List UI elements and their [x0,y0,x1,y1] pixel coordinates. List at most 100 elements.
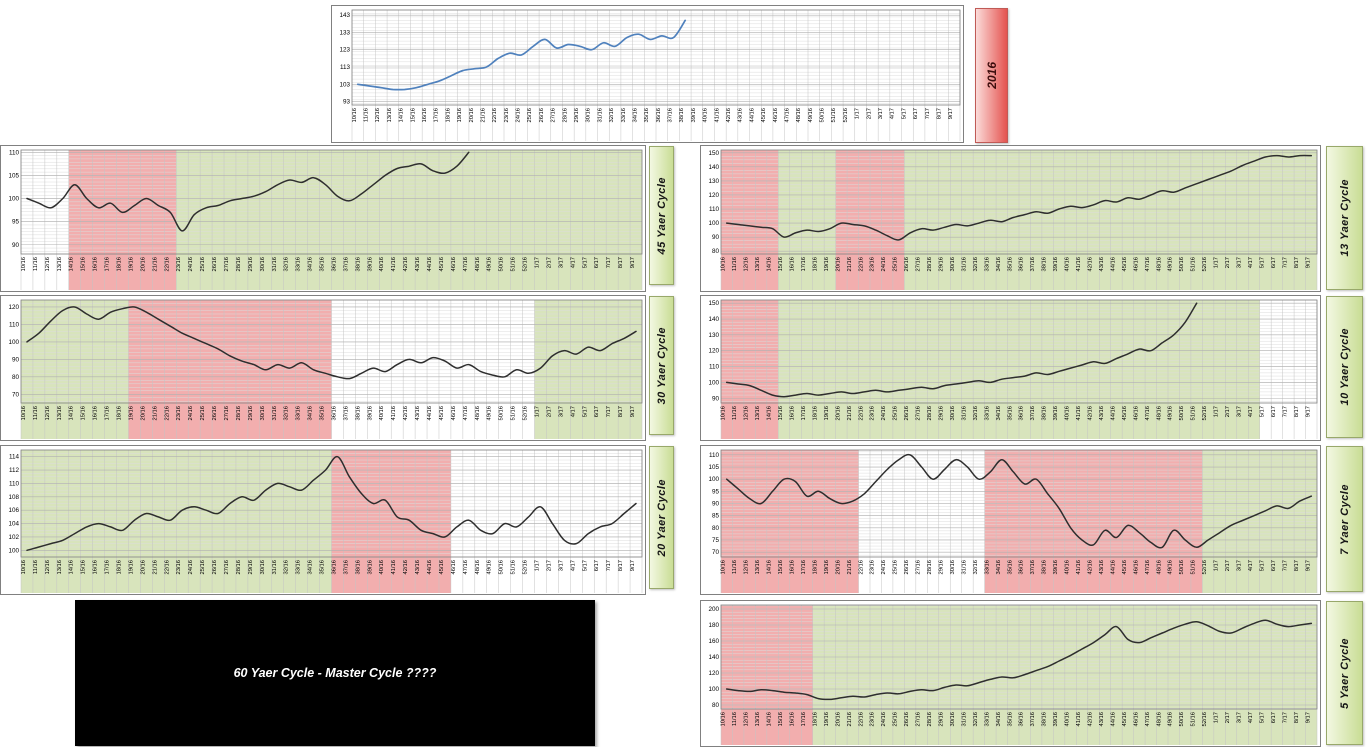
svg-text:14/16: 14/16 [69,257,75,272]
svg-text:33/16: 33/16 [296,257,302,272]
svg-text:37/16: 37/16 [343,406,349,421]
svg-text:52/16: 52/16 [523,560,529,575]
svg-text:11/16: 11/16 [732,406,738,420]
svg-text:38/16: 38/16 [1042,257,1048,272]
svg-text:26/16: 26/16 [904,257,910,272]
svg-text:13/16: 13/16 [57,406,63,421]
svg-text:100: 100 [708,686,719,693]
svg-text:4/17: 4/17 [570,560,576,571]
svg-text:90: 90 [712,234,720,241]
svg-text:2/17: 2/17 [1225,406,1231,417]
svg-text:26/16: 26/16 [904,712,910,727]
svg-text:50/16: 50/16 [1179,406,1185,421]
svg-text:7/17: 7/17 [606,406,612,417]
svg-text:29/16: 29/16 [939,406,945,421]
svg-text:52/16: 52/16 [1202,712,1208,727]
svg-text:11/16: 11/16 [33,560,39,574]
svg-text:45/16: 45/16 [1122,406,1128,421]
svg-text:47/16: 47/16 [784,108,790,123]
svg-text:30/16: 30/16 [260,560,266,575]
svg-text:52/16: 52/16 [1202,560,1208,575]
svg-text:20/16: 20/16 [140,257,146,272]
svg-text:9/17: 9/17 [1305,712,1311,723]
svg-text:15/16: 15/16 [778,560,784,575]
svg-text:1/17: 1/17 [855,108,861,119]
svg-text:26/16: 26/16 [539,108,545,123]
svg-text:6/17: 6/17 [594,257,600,268]
svg-text:26/16: 26/16 [212,560,218,575]
svg-text:27/16: 27/16 [916,712,922,727]
svg-text:5/17: 5/17 [1259,406,1265,417]
svg-text:49/16: 49/16 [1168,560,1174,575]
svg-text:35/16: 35/16 [1007,406,1013,421]
svg-text:40/16: 40/16 [379,560,385,575]
svg-text:110: 110 [709,206,720,213]
svg-text:45/16: 45/16 [761,108,767,123]
svg-text:1/17: 1/17 [534,560,540,571]
label-10-year-cycle-text: 10 Yaer Cycle [1338,328,1351,406]
svg-text:5/17: 5/17 [1259,560,1265,571]
svg-text:32/16: 32/16 [284,257,290,272]
svg-text:50/16: 50/16 [820,108,826,123]
svg-text:10/16: 10/16 [21,257,27,272]
svg-text:14/16: 14/16 [69,406,75,421]
chart-5-year-cycle: 80 100 120 140 160 180 200 10/16 11/16 12/16 13/16… [700,600,1321,747]
svg-text:38/16: 38/16 [1042,712,1048,727]
svg-text:10/16: 10/16 [721,560,727,575]
svg-text:31/16: 31/16 [272,406,278,421]
svg-text:18/16: 18/16 [117,406,123,421]
svg-text:28/16: 28/16 [927,406,933,421]
svg-text:32/16: 32/16 [973,712,979,727]
svg-text:41/16: 41/16 [1076,712,1082,727]
svg-text:28/16: 28/16 [562,108,568,123]
svg-text:44/16: 44/16 [749,108,755,123]
svg-text:100: 100 [708,220,719,227]
svg-text:16/16: 16/16 [422,108,428,123]
svg-text:52/16: 52/16 [1202,257,1208,272]
label-20-year-cycle: 20 Yaer Cycle [649,446,674,589]
svg-text:34/16: 34/16 [996,560,1002,575]
svg-text:1/17: 1/17 [1214,257,1220,268]
svg-text:34/16: 34/16 [308,406,314,421]
svg-text:27/16: 27/16 [224,257,230,272]
svg-text:95: 95 [712,488,720,495]
svg-text:110: 110 [709,364,720,371]
svg-text:18/16: 18/16 [812,257,818,272]
svg-text:8/17: 8/17 [1294,712,1300,723]
svg-text:51/16: 51/16 [511,560,517,575]
svg-text:37/16: 37/16 [668,108,674,123]
svg-text:39/16: 39/16 [1053,560,1059,575]
svg-text:110: 110 [9,480,20,487]
svg-text:21/16: 21/16 [152,257,158,272]
svg-text:12/16: 12/16 [375,108,381,123]
svg-text:16/16: 16/16 [790,257,796,272]
svg-text:38/16: 38/16 [355,560,361,575]
svg-text:51/16: 51/16 [831,108,837,123]
svg-text:80: 80 [712,702,720,709]
svg-text:33/16: 33/16 [984,712,990,727]
svg-text:37/16: 37/16 [1030,712,1036,727]
svg-text:3/17: 3/17 [1237,712,1243,723]
svg-text:26/16: 26/16 [212,406,218,421]
svg-text:2/17: 2/17 [1225,560,1231,571]
label-5-year-cycle: 5 Yaer Cycle [1326,601,1363,745]
svg-text:29/16: 29/16 [574,108,580,123]
svg-text:40/16: 40/16 [1065,257,1071,272]
svg-text:25/16: 25/16 [200,257,206,272]
svg-text:11/16: 11/16 [364,108,370,122]
svg-text:33/16: 33/16 [984,406,990,421]
svg-text:47/16: 47/16 [463,560,469,575]
svg-text:51/16: 51/16 [1191,406,1197,421]
svg-text:48/16: 48/16 [475,560,481,575]
svg-text:44/16: 44/16 [427,406,433,421]
svg-text:18/16: 18/16 [812,560,818,575]
master-cycle-box: 60 Yaer Cycle - Master Cycle ???? [75,600,595,746]
svg-text:26/16: 26/16 [904,560,910,575]
svg-text:36/16: 36/16 [1019,406,1025,421]
svg-text:36/16: 36/16 [1019,712,1025,727]
svg-text:22/16: 22/16 [492,108,498,123]
svg-text:47/16: 47/16 [1145,560,1151,575]
svg-text:20/16: 20/16 [140,560,146,575]
svg-text:180: 180 [708,622,719,629]
